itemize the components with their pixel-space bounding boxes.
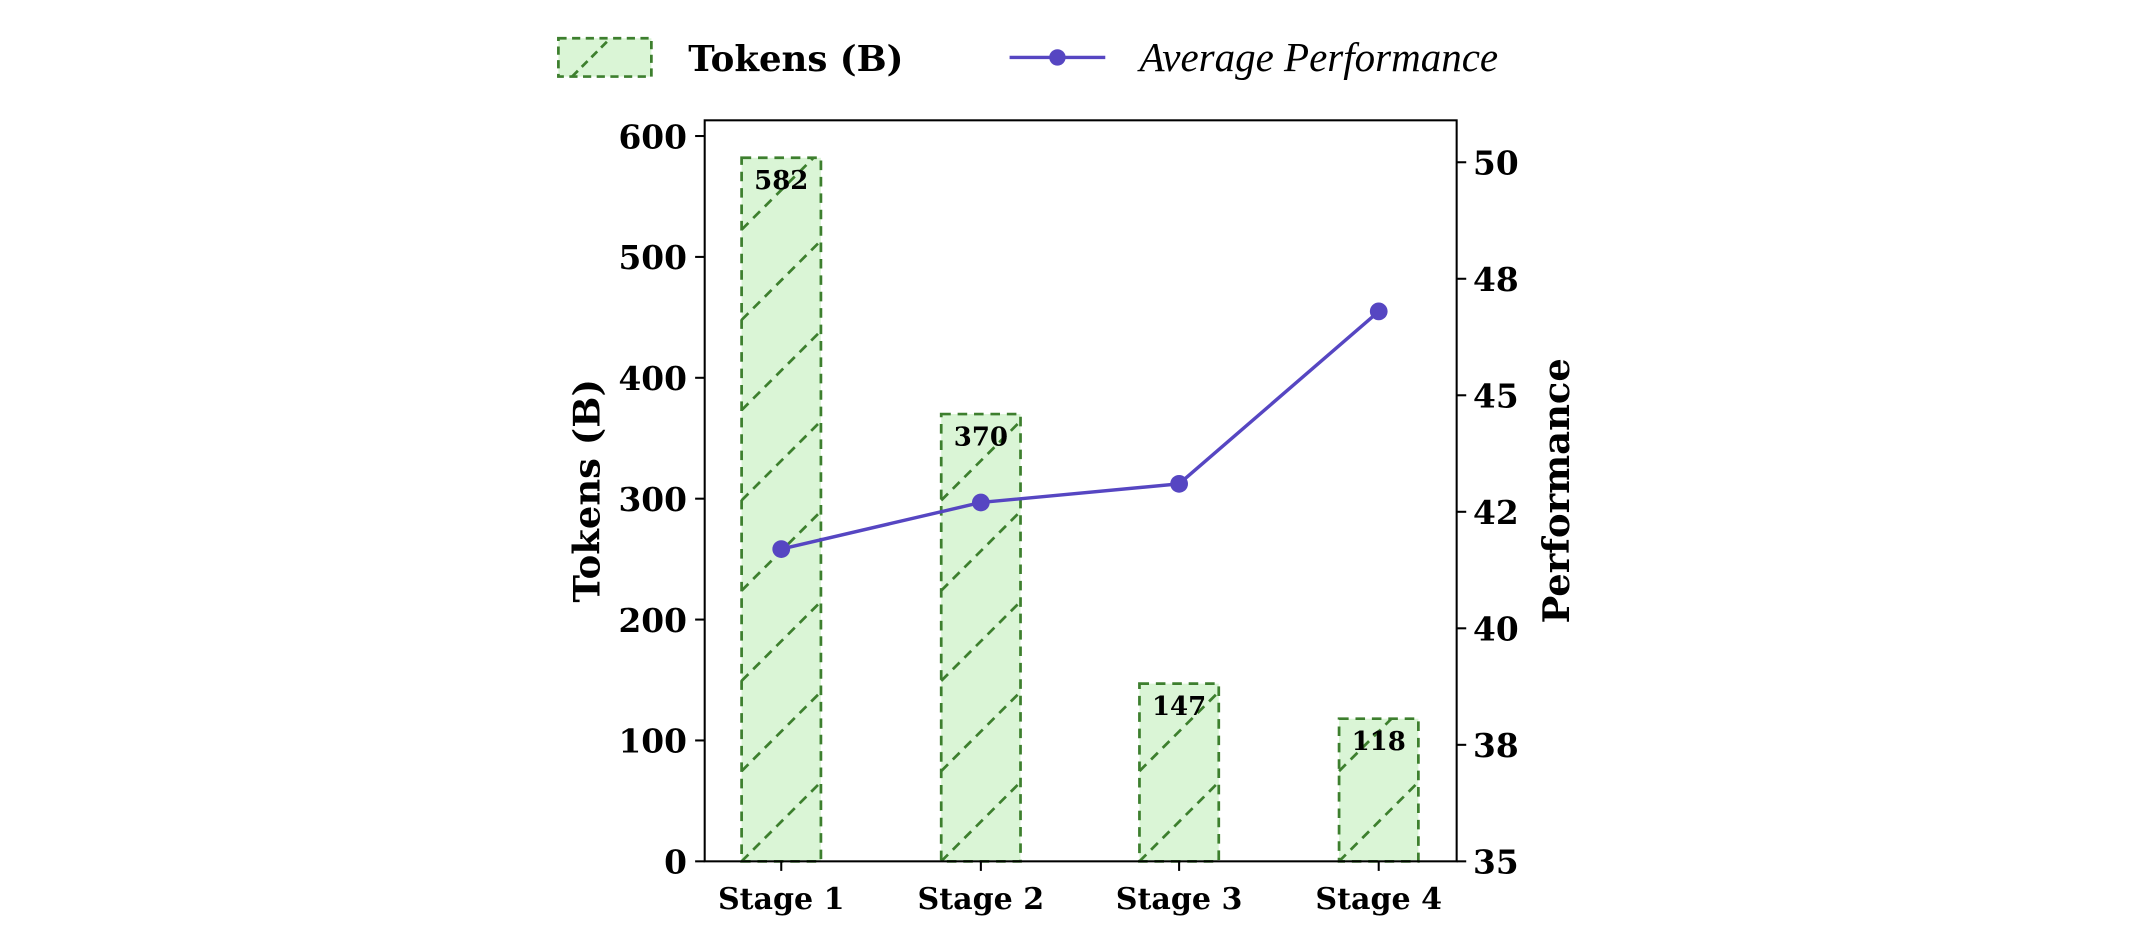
right-tick-label: 48 <box>1473 260 1519 299</box>
left-tick-label: 400 <box>618 359 686 398</box>
bar-1 <box>740 156 823 863</box>
legend-line-marker <box>1049 49 1066 66</box>
hatch-line <box>940 420 1022 502</box>
x-tick-label: Stage 4 <box>1315 882 1442 917</box>
hatch-line <box>1338 781 1420 863</box>
hatch-line <box>740 420 822 502</box>
hatch-line <box>940 690 1022 773</box>
right-tick-label: 45 <box>1473 377 1519 416</box>
hatch-line <box>940 781 1022 863</box>
right-axis-label: Performance <box>1534 358 1578 623</box>
left-tick-label: 100 <box>618 722 686 761</box>
plot-frame <box>703 119 1458 863</box>
hatch-line <box>740 329 822 412</box>
data-label: 582 <box>754 166 808 196</box>
x-tick-label: Stage 1 <box>718 882 845 917</box>
legend-bar-hatch <box>571 37 612 78</box>
performance-point-2 <box>971 493 990 512</box>
bar-fill <box>1339 718 1419 862</box>
performance-line <box>780 310 1380 551</box>
performance-series <box>772 302 1388 558</box>
x-tick-label: Stage 3 <box>1116 882 1243 917</box>
hatch-line <box>740 600 822 682</box>
left-tick-label: 300 <box>618 480 686 519</box>
bar-hatch <box>940 420 1022 863</box>
hatch-line <box>740 690 822 773</box>
hatch-line <box>1138 781 1220 863</box>
bar-2 <box>939 412 1022 863</box>
right-tick-label: 42 <box>1473 493 1519 532</box>
hatch-line <box>1338 717 1393 773</box>
hatch-line <box>740 239 822 321</box>
performance-point-3 <box>1170 474 1188 493</box>
data-labels: 582 370 147 118 <box>754 166 1406 757</box>
left-tick-label: 0 <box>664 843 687 882</box>
bar-fill <box>741 157 821 862</box>
bar-4 <box>1337 717 1420 863</box>
left-tick-label: 600 <box>618 117 686 156</box>
right-tick-label: 50 <box>1473 144 1519 183</box>
hatch-line <box>740 781 822 863</box>
x-tick-label: Stage 2 <box>918 882 1045 917</box>
bar-hatch <box>1138 690 1220 863</box>
bar-hatch <box>740 156 822 863</box>
bar-edge <box>1337 717 1420 863</box>
left-tick-label: 200 <box>618 601 686 640</box>
performance-point-4 <box>1369 302 1388 321</box>
legend-label-tokens: Tokens (B) <box>688 39 903 80</box>
bar-hatch <box>1338 717 1420 863</box>
right-axis-ticks: 35 38 40 42 45 48 50 <box>1456 144 1519 882</box>
left-tick-label: 500 <box>618 238 686 277</box>
data-label: 118 <box>1352 727 1406 757</box>
bar-fill <box>941 414 1021 862</box>
legend-label-performance: Average Performance <box>1136 34 1498 80</box>
hatch-line <box>740 156 815 231</box>
x-axis-ticks: Stage 1 Stage 2 Stage 3 Stage 4 <box>718 861 1442 917</box>
bar-fill <box>1139 683 1219 862</box>
right-tick-label: 38 <box>1473 726 1519 765</box>
bars <box>740 156 1420 863</box>
right-tick-label: 35 <box>1473 843 1519 882</box>
legend: Tokens (B) Average Performance <box>557 34 1498 80</box>
data-label: 370 <box>954 423 1008 453</box>
data-label: 147 <box>1152 692 1206 722</box>
right-tick-label: 40 <box>1473 610 1519 649</box>
hatch-line <box>1138 690 1220 773</box>
left-axis-ticks: 0 100 200 300 400 500 600 <box>618 117 705 882</box>
hatch-line <box>940 510 1022 592</box>
performance-point-1 <box>772 540 791 558</box>
hatch-line <box>940 600 1022 682</box>
left-axis-label: Tokens (B) <box>564 379 608 602</box>
